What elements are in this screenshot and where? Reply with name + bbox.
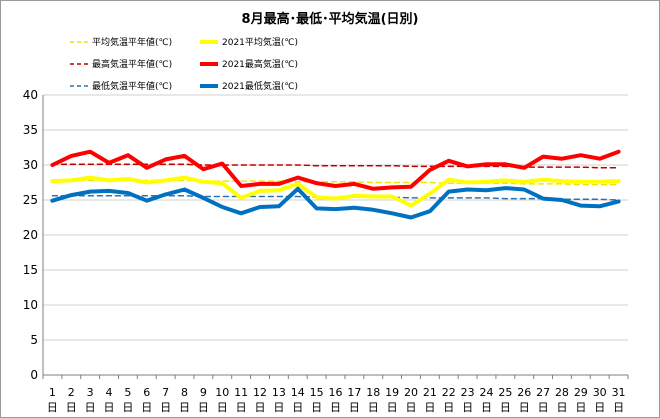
series-layer xyxy=(50,149,621,220)
axes: 05101520253035401日2日3日4日5日6日7日8日9日10日11日… xyxy=(23,88,629,414)
legend-label-3: 2021最高気温(℃) xyxy=(222,58,298,70)
x-tick-label: 8 xyxy=(181,386,188,399)
x-tick-label: 5 xyxy=(124,386,131,399)
x-tick-label: 17 xyxy=(347,386,361,399)
chart-title: 8月最高･最低･平均気温(日別) xyxy=(242,11,419,27)
x-tick-label: 10 xyxy=(215,386,229,399)
x-tick-suffix: 日 xyxy=(349,401,360,414)
x-tick-label: 16 xyxy=(329,386,343,399)
x-tick-suffix: 日 xyxy=(85,401,96,414)
x-tick-label: 25 xyxy=(498,386,512,399)
x-tick-label: 15 xyxy=(310,386,324,399)
x-tick-label: 29 xyxy=(574,386,588,399)
x-tick-label: 12 xyxy=(253,386,267,399)
x-tick-suffix: 日 xyxy=(613,401,624,414)
y-tick-label: 10 xyxy=(23,298,38,312)
x-tick-suffix: 日 xyxy=(311,401,322,414)
legend-label-5: 2021最低気温(℃) xyxy=(222,80,298,92)
legend-label-1: 2021平均気温(℃) xyxy=(222,36,298,48)
x-tick-suffix: 日 xyxy=(538,401,549,414)
x-tick-suffix: 日 xyxy=(179,401,190,414)
x-tick-suffix: 日 xyxy=(519,401,530,414)
x-tick-label: 6 xyxy=(143,386,150,399)
x-tick-suffix: 日 xyxy=(594,401,605,414)
x-tick-label: 30 xyxy=(593,386,607,399)
x-tick-suffix: 日 xyxy=(292,401,303,414)
x-tick-suffix: 日 xyxy=(330,401,341,414)
y-tick-label: 25 xyxy=(23,193,38,207)
x-tick-suffix: 日 xyxy=(405,401,416,414)
x-tick-suffix: 日 xyxy=(141,401,152,414)
x-tick-label: 28 xyxy=(555,386,569,399)
x-tick-label: 14 xyxy=(291,386,305,399)
y-tick-label: 5 xyxy=(30,333,38,347)
y-tick-label: 30 xyxy=(23,158,38,172)
x-tick-suffix: 日 xyxy=(122,401,133,414)
y-tick-label: 0 xyxy=(30,368,38,382)
x-tick-label: 27 xyxy=(536,386,550,399)
x-tick-label: 11 xyxy=(234,386,248,399)
series-line-0 xyxy=(51,179,620,186)
y-tick-label: 35 xyxy=(23,123,38,137)
x-tick-label: 26 xyxy=(517,386,531,399)
x-tick-label: 4 xyxy=(106,386,113,399)
legend-label-0: 平均気温平年値(℃) xyxy=(92,36,172,48)
x-tick-label: 31 xyxy=(612,386,626,399)
x-tick-label: 2 xyxy=(68,386,75,399)
x-tick-suffix: 日 xyxy=(273,401,284,414)
series-line-5 xyxy=(50,186,621,220)
series-line-3 xyxy=(50,149,621,191)
y-tick-label: 15 xyxy=(23,263,38,277)
x-tick-suffix: 日 xyxy=(575,401,586,414)
series-line-1 xyxy=(50,175,621,208)
x-tick-suffix: 日 xyxy=(236,401,247,414)
x-tick-label: 13 xyxy=(272,386,286,399)
x-tick-suffix: 日 xyxy=(368,401,379,414)
x-tick-label: 19 xyxy=(385,386,399,399)
legend-label-4: 最低気温平年値(℃) xyxy=(92,80,172,92)
x-tick-suffix: 日 xyxy=(66,401,77,414)
x-tick-suffix: 日 xyxy=(500,401,511,414)
x-tick-label: 3 xyxy=(87,386,94,399)
x-tick-label: 7 xyxy=(162,386,169,399)
x-tick-suffix: 日 xyxy=(47,401,58,414)
x-tick-suffix: 日 xyxy=(104,401,115,414)
grid xyxy=(43,94,628,376)
x-tick-label: 24 xyxy=(479,386,493,399)
x-tick-suffix: 日 xyxy=(481,401,492,414)
y-tick-label: 20 xyxy=(23,228,38,242)
legend-label-2: 最高気温平年値(℃) xyxy=(92,58,172,70)
x-tick-suffix: 日 xyxy=(387,401,398,414)
x-tick-suffix: 日 xyxy=(255,401,266,414)
x-tick-suffix: 日 xyxy=(217,401,228,414)
x-tick-suffix: 日 xyxy=(462,401,473,414)
x-tick-suffix: 日 xyxy=(424,401,435,414)
x-tick-label: 22 xyxy=(442,386,456,399)
y-tick-label: 40 xyxy=(23,88,38,102)
x-tick-label: 9 xyxy=(200,386,207,399)
x-tick-label: 21 xyxy=(423,386,437,399)
x-tick-suffix: 日 xyxy=(556,401,567,414)
x-tick-label: 23 xyxy=(461,386,475,399)
x-tick-label: 20 xyxy=(404,386,418,399)
x-tick-suffix: 日 xyxy=(160,401,171,414)
legend: 平均気温平年値(℃) 2021平均気温(℃) 最高気温平年値(℃) 2021最高気温(… xyxy=(70,36,298,92)
x-tick-label: 1 xyxy=(49,386,56,399)
x-tick-suffix: 日 xyxy=(198,401,209,414)
x-tick-label: 18 xyxy=(366,386,380,399)
x-tick-suffix: 日 xyxy=(443,401,454,414)
